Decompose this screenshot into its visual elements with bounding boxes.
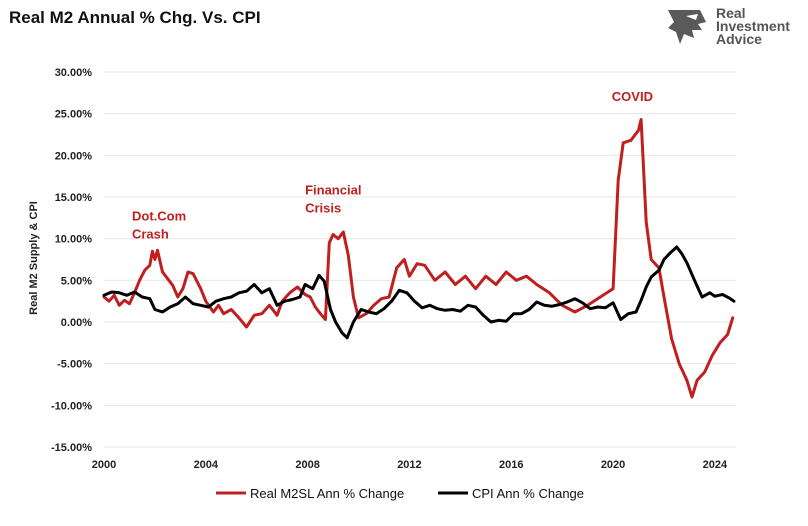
plot-series <box>102 118 736 399</box>
x-tick-label: 2000 <box>92 459 116 471</box>
x-tick-label: 2016 <box>499 459 523 471</box>
y-tick-label: -10.00% <box>51 400 92 412</box>
y-tick-label: 20.00% <box>55 150 93 162</box>
annotation-label: Dot.Com Crash <box>132 208 186 241</box>
eagle-logo-icon <box>668 10 706 44</box>
legend: Real M2SL Ann % Change CPI Ann % Change <box>216 486 584 501</box>
y-tick-label: -5.00% <box>57 359 92 371</box>
annotations: Dot.Com Crash Financial Crisis COVID <box>132 89 653 241</box>
series-line-cpi <box>102 245 736 340</box>
x-axis: 2000 2004 2008 2012 2016 2020 2024 <box>92 459 728 471</box>
chart-title: Real M2 Annual % Chg. Vs. CPI <box>9 8 261 27</box>
y-tick-label: 15.00% <box>55 192 93 204</box>
x-tick-label: 2004 <box>194 459 219 471</box>
x-tick-label: 2012 <box>397 459 421 471</box>
x-tick-label: 2020 <box>601 459 625 471</box>
y-tick-label: 30.00% <box>55 67 93 79</box>
legend-label-cpi: CPI Ann % Change <box>472 486 584 501</box>
y-axis: -15.00% -10.00% -5.00% 0.00% 5.00% 10.00% 15.0… <box>51 67 92 454</box>
x-tick-label: 2024 <box>703 459 728 471</box>
y-tick-label: 25.00% <box>55 109 93 121</box>
gridlines <box>104 71 736 448</box>
y-tick-label: -15.00% <box>51 442 92 454</box>
annotation-label: COVID <box>612 89 653 104</box>
brand-line-1: Real <box>716 5 746 21</box>
y-tick-label: 0.00% <box>61 317 92 329</box>
series-line-real-m2 <box>102 118 735 399</box>
brand-logo: Real Investment Advice <box>668 5 790 47</box>
brand-line-2: Investment <box>716 18 790 34</box>
y-axis-title: Real M2 Supply & CPI <box>28 201 40 315</box>
y-tick-label: 5.00% <box>61 275 92 287</box>
y-tick-label: 10.00% <box>55 234 93 246</box>
brand-line-3: Advice <box>716 31 762 47</box>
x-tick-label: 2008 <box>295 459 319 471</box>
legend-label-m2: Real M2SL Ann % Change <box>250 486 404 501</box>
annotation-label: Financial Crisis <box>305 183 361 216</box>
